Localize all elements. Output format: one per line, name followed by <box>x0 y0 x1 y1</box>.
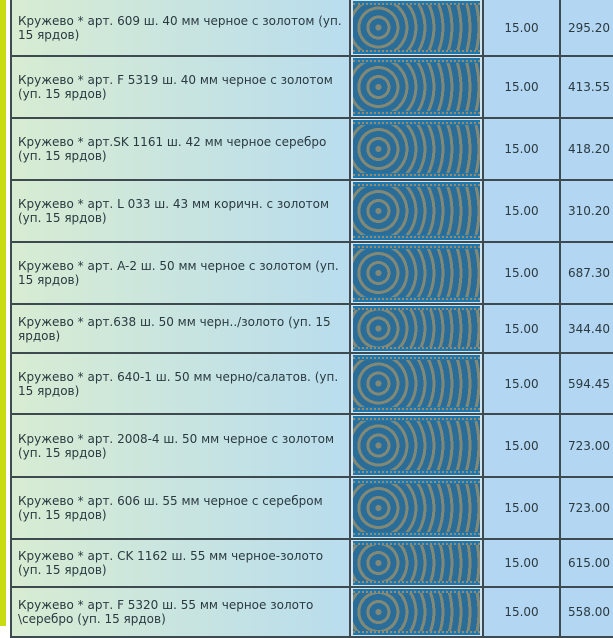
product-price: 344.40 <box>559 303 613 354</box>
table-row: Кружево * арт. 609 ш. 40 мм черное с зол… <box>10 0 613 57</box>
product-quantity: 15.00 <box>482 179 561 243</box>
product-name[interactable]: Кружево * арт. 2008-4 ш. 50 мм черное с … <box>10 413 351 478</box>
table-row: Кружево * арт. 606 ш. 55 мм черное с сер… <box>10 476 613 540</box>
lace-ribbon-image[interactable] <box>353 306 480 351</box>
product-name[interactable]: Кружево * арт. F 5320 ш. 55 мм черное зо… <box>10 586 351 638</box>
product-image-cell <box>349 0 484 57</box>
product-quantity: 15.00 <box>482 0 561 57</box>
product-price: 413.55 <box>559 55 613 119</box>
product-image-cell <box>349 117 484 181</box>
product-name[interactable]: Кружево * арт. A-2 ш. 50 мм черное с зол… <box>10 241 351 305</box>
product-quantity: 15.00 <box>482 476 561 540</box>
product-quantity: 15.00 <box>482 586 561 638</box>
lace-ribbon-image[interactable] <box>353 541 480 585</box>
lace-ribbon-image[interactable] <box>353 416 480 475</box>
product-name[interactable]: Кружево * арт.638 ш. 50 мм черн../золото… <box>10 303 351 354</box>
product-name[interactable]: Кружево * арт. 609 ш. 40 мм черное с зол… <box>10 0 351 57</box>
product-quantity: 15.00 <box>482 117 561 181</box>
table-row: Кружево * арт. CK 1162 ш. 55 мм черное-з… <box>10 538 613 588</box>
lace-ribbon-image[interactable] <box>353 1 480 54</box>
product-image-cell <box>349 476 484 540</box>
product-quantity: 15.00 <box>482 413 561 478</box>
product-price: 723.00 <box>559 413 613 478</box>
product-image-cell <box>349 55 484 119</box>
table-row: Кружево * арт. F 5319 ш. 40 мм черное с … <box>10 55 613 119</box>
product-image-cell <box>349 352 484 415</box>
lace-ribbon-image[interactable] <box>353 244 480 302</box>
lace-ribbon-image[interactable] <box>353 58 480 116</box>
product-price: 723.00 <box>559 476 613 540</box>
product-image-cell <box>349 179 484 243</box>
table-row: Кружево * арт. A-2 ш. 50 мм черное с зол… <box>10 241 613 305</box>
table-row: Кружево * арт. 2008-4 ш. 50 мм черное с … <box>10 413 613 478</box>
product-name[interactable]: Кружево * арт. CK 1162 ш. 55 мм черное-з… <box>10 538 351 588</box>
product-price: 558.00 <box>559 586 613 638</box>
product-price: 295.20 <box>559 0 613 57</box>
table-row: Кружево * арт. F 5320 ш. 55 мм черное зо… <box>10 586 613 638</box>
lace-ribbon-image[interactable] <box>353 479 480 537</box>
product-price: 687.30 <box>559 241 613 305</box>
product-image-cell <box>349 538 484 588</box>
product-quantity: 15.00 <box>482 55 561 119</box>
accent-bar <box>0 0 6 626</box>
product-price: 310.20 <box>559 179 613 243</box>
product-quantity: 15.00 <box>482 303 561 354</box>
product-name[interactable]: Кружево * арт. 640-1 ш. 50 мм черно/сала… <box>10 352 351 415</box>
product-quantity: 15.00 <box>482 538 561 588</box>
product-image-cell <box>349 413 484 478</box>
product-price: 615.00 <box>559 538 613 588</box>
lace-ribbon-image[interactable] <box>353 589 480 635</box>
product-image-cell <box>349 303 484 354</box>
product-image-cell <box>349 241 484 305</box>
table-row: Кружево * арт. 640-1 ш. 50 мм черно/сала… <box>10 352 613 415</box>
product-image-cell <box>349 586 484 638</box>
table-row: Кружево * арт.SK 1161 ш. 42 мм черное се… <box>10 117 613 181</box>
product-table: Кружево * арт. 609 ш. 40 мм черное с зол… <box>10 0 613 638</box>
product-name[interactable]: Кружево * арт. 606 ш. 55 мм черное с сер… <box>10 476 351 540</box>
product-quantity: 15.00 <box>482 241 561 305</box>
product-name[interactable]: Кружево * арт.SK 1161 ш. 42 мм черное се… <box>10 117 351 181</box>
product-price: 418.20 <box>559 117 613 181</box>
lace-ribbon-image[interactable] <box>353 182 480 240</box>
table-row: Кружево * арт.638 ш. 50 мм черн../золото… <box>10 303 613 354</box>
table-row: Кружево * арт. L 033 ш. 43 мм коричн. с … <box>10 179 613 243</box>
product-name[interactable]: Кружево * арт. F 5319 ш. 40 мм черное с … <box>10 55 351 119</box>
product-name[interactable]: Кружево * арт. L 033 ш. 43 мм коричн. с … <box>10 179 351 243</box>
lace-ribbon-image[interactable] <box>353 120 480 178</box>
lace-ribbon-image[interactable] <box>353 355 480 412</box>
product-quantity: 15.00 <box>482 352 561 415</box>
product-price: 594.45 <box>559 352 613 415</box>
